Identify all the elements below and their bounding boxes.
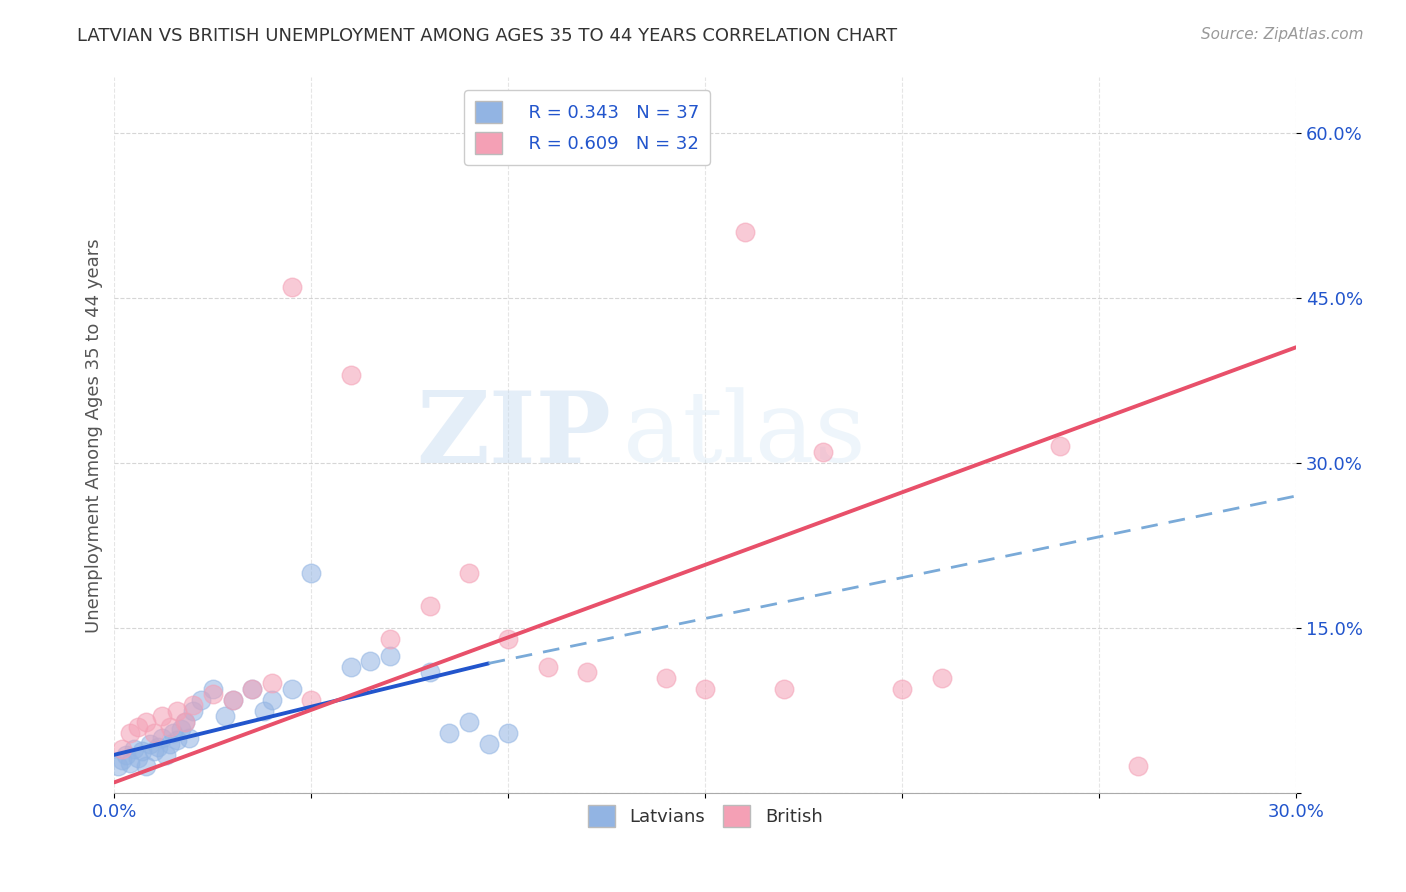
Point (179, 731, 201, 746)
Point (159, 720, 181, 734)
Point (655, 671, 678, 685)
Point (240, 681, 263, 696)
Point (339, 659, 361, 673)
Point (214, 709, 236, 723)
Point (120, 756, 142, 770)
Point (174, 714, 197, 729)
Text: Source: ZipAtlas.com: Source: ZipAtlas.com (1201, 27, 1364, 42)
Point (891, 681, 914, 696)
Point (150, 731, 173, 746)
Point (734, 225, 756, 239)
Point (1128, 759, 1150, 773)
Point (174, 714, 197, 729)
Point (115, 747, 138, 762)
Point (418, 599, 440, 613)
Point (378, 648, 401, 663)
Point (181, 704, 204, 718)
Point (418, 665, 440, 680)
Text: atlas: atlas (623, 387, 865, 483)
Point (201, 681, 224, 696)
Point (339, 368, 361, 382)
Point (139, 737, 162, 751)
Point (111, 753, 134, 767)
Point (498, 632, 520, 647)
Point (162, 725, 184, 739)
Point (299, 692, 322, 706)
Point (576, 665, 599, 680)
Point (260, 676, 283, 690)
Point (280, 279, 302, 293)
Point (142, 744, 165, 758)
Point (166, 733, 188, 747)
Point (537, 659, 560, 673)
Point (1049, 439, 1071, 453)
Legend: Latvians, British: Latvians, British (581, 798, 830, 834)
Point (166, 704, 188, 718)
Point (260, 692, 283, 706)
Point (127, 720, 149, 734)
Point (221, 692, 243, 706)
Point (457, 714, 479, 729)
Point (498, 725, 520, 739)
Point (111, 742, 134, 756)
Point (695, 681, 717, 696)
Point (457, 566, 479, 580)
Point (142, 725, 165, 739)
Point (146, 740, 169, 755)
Point (478, 737, 501, 751)
Point (127, 751, 149, 765)
Point (359, 654, 381, 668)
Point (135, 759, 157, 773)
Point (221, 692, 243, 706)
Point (120, 725, 142, 739)
Point (155, 747, 177, 762)
Point (181, 698, 204, 713)
Point (280, 681, 302, 696)
Text: LATVIAN VS BRITISH UNEMPLOYMENT AMONG AGES 35 TO 44 YEARS CORRELATION CHART: LATVIAN VS BRITISH UNEMPLOYMENT AMONG AG… (77, 27, 897, 45)
Point (131, 744, 153, 758)
Point (240, 681, 263, 696)
Y-axis label: Unemployment Among Ages 35 to 44 years: Unemployment Among Ages 35 to 44 years (86, 238, 103, 632)
Point (122, 742, 145, 756)
Point (437, 725, 460, 739)
Point (159, 737, 181, 751)
Point (201, 687, 224, 701)
Point (931, 671, 953, 685)
Point (135, 714, 157, 729)
Point (253, 704, 276, 718)
Point (190, 692, 212, 706)
Point (773, 681, 796, 696)
Point (299, 566, 322, 580)
Point (150, 709, 173, 723)
Point (107, 759, 129, 773)
Point (170, 723, 193, 737)
Text: ZIP: ZIP (416, 387, 610, 483)
Point (378, 632, 401, 647)
Point (813, 445, 835, 459)
